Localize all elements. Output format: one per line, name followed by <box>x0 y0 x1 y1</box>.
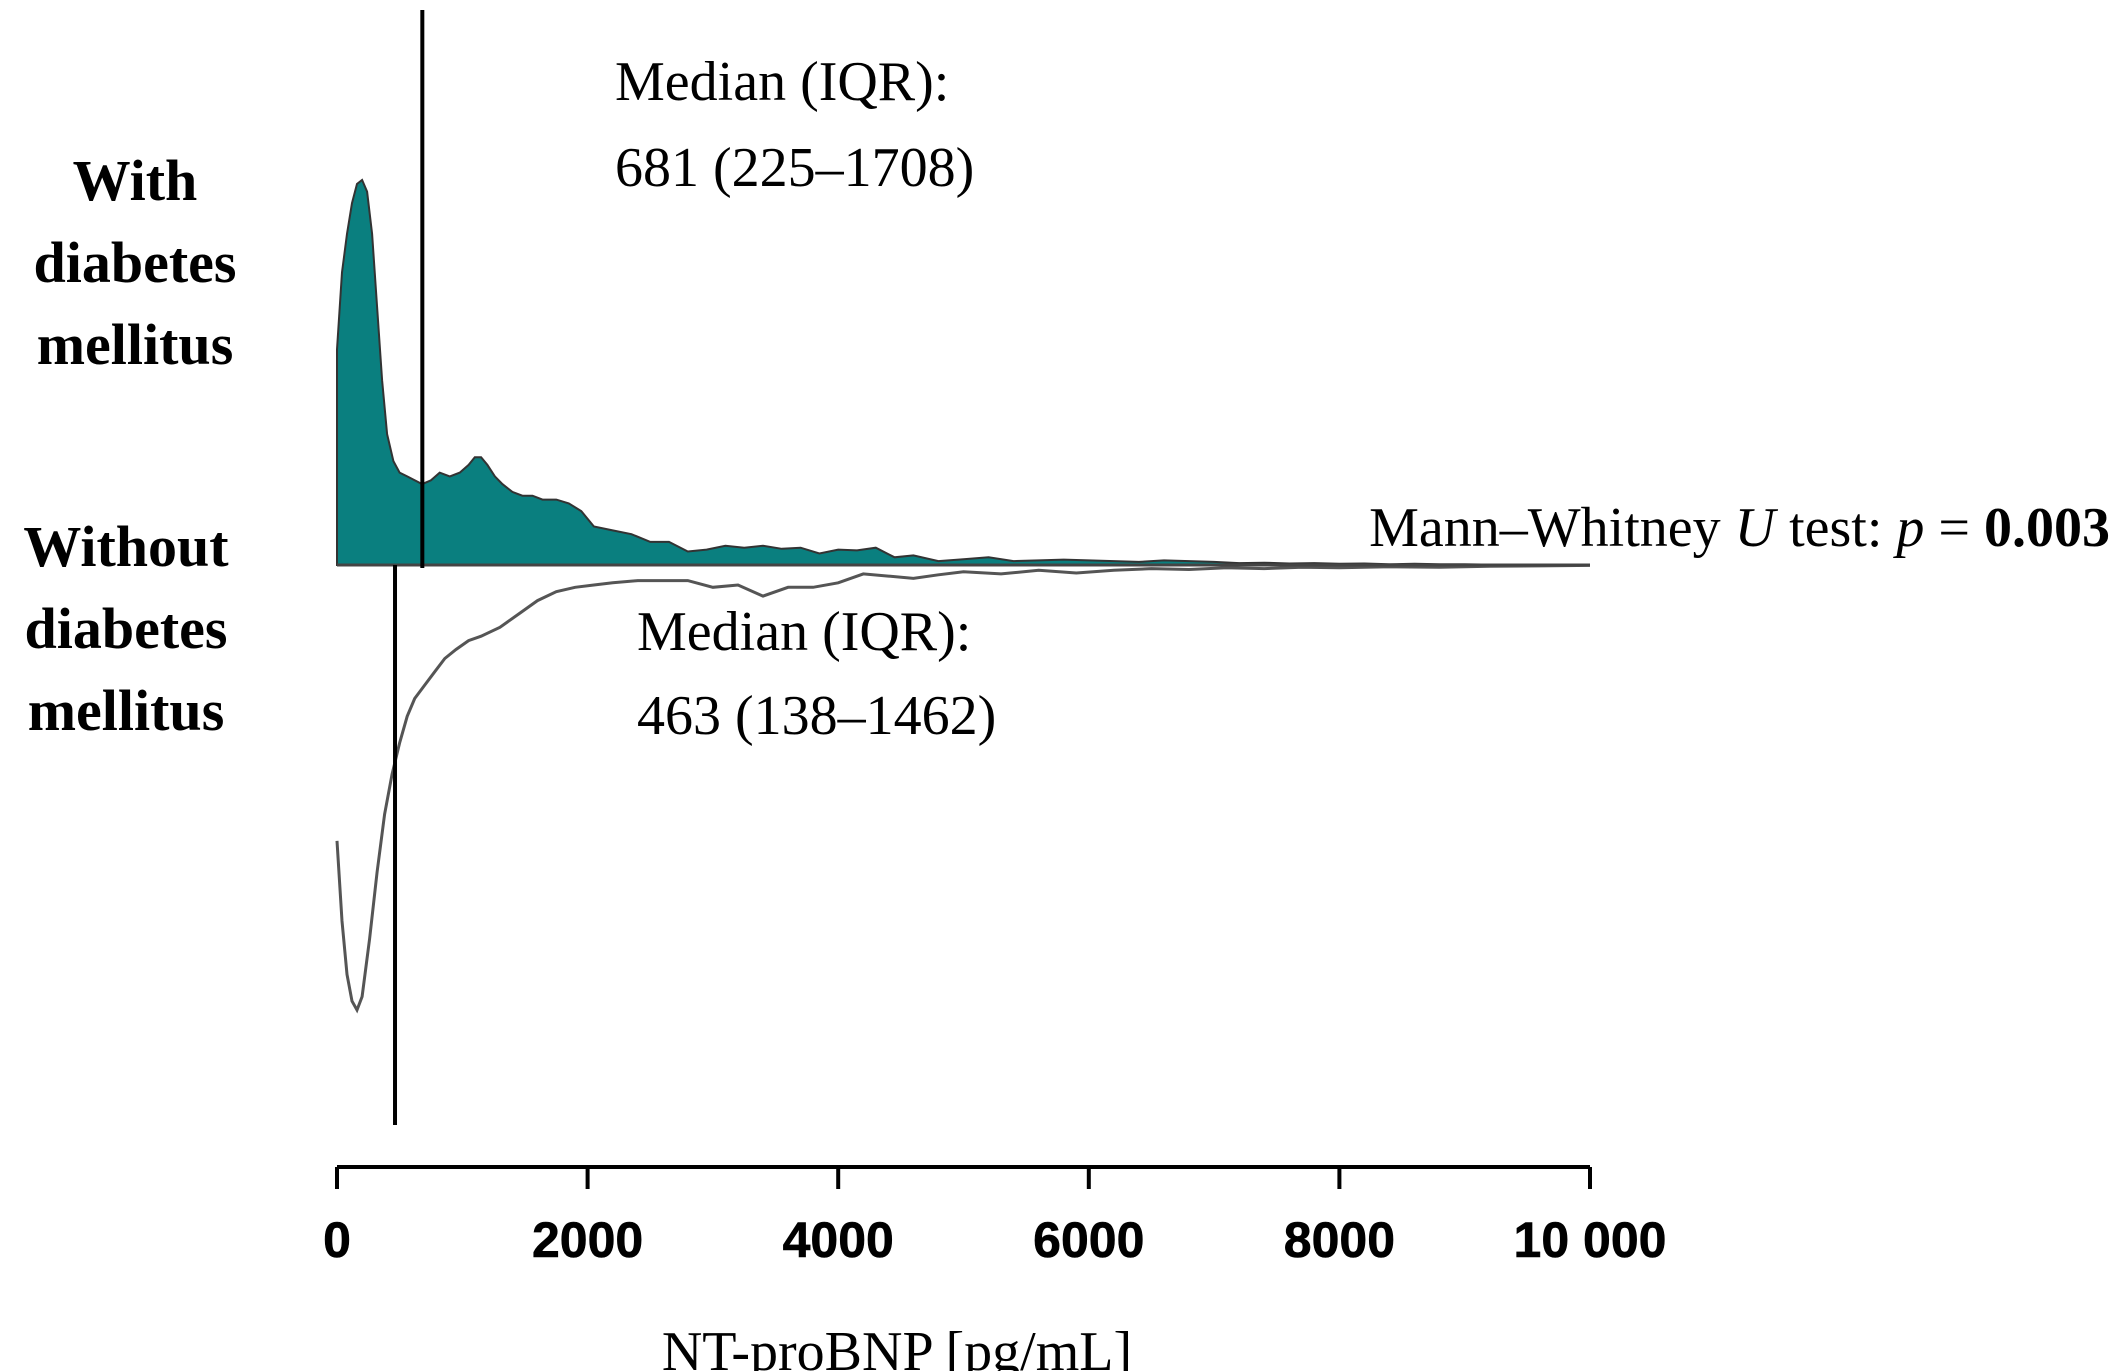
test-middle: test: <box>1775 497 1896 559</box>
group-label-without-line-1: Without <box>23 514 229 579</box>
group-label-with-line-1: With <box>73 148 198 213</box>
group-label-with-line-3: mellitus <box>37 312 234 377</box>
test-p-value: 0.003 <box>1984 497 2110 559</box>
x-tick-label-10000: 10 000 <box>1514 1212 1667 1268</box>
group-label-with: With diabetes mellitus <box>34 148 237 377</box>
density-area-with-diabetes <box>336 178 1590 566</box>
test-u-symbol: U <box>1735 497 1779 559</box>
x-axis-title: NT-proBNP [pg/mL] <box>662 1321 1132 1371</box>
x-tick-label-4000: 4000 <box>783 1212 894 1268</box>
group-label-without: Without diabetes mellitus <box>23 514 229 743</box>
x-tick-label-8000: 8000 <box>1284 1212 1395 1268</box>
test-equals: = <box>1924 497 1984 559</box>
group-label-without-line-2: diabetes <box>25 596 228 661</box>
test-p-symbol: p <box>1892 497 1924 559</box>
median-label-without-line-1: Median (IQR): <box>637 601 971 663</box>
group-label-without-line-3: mellitus <box>28 678 225 743</box>
test-prefix: Mann–Whitney <box>1369 497 1734 559</box>
median-label-without-line-2: 463 (138–1462) <box>637 685 996 747</box>
density-line-without-diabetes <box>335 563 1591 1014</box>
median-label-with-line-1: Median (IQR): <box>615 51 949 113</box>
group-label-with-line-2: diabetes <box>34 230 237 295</box>
test-annotation: Mann–Whitney U test: p = 0.003 <box>1369 497 2110 559</box>
x-tick-label-2000: 2000 <box>532 1212 643 1268</box>
x-tick-label-6000: 6000 <box>1033 1212 1144 1268</box>
median-label-with-line-2: 681 (225–1708) <box>615 137 974 199</box>
x-tick-label-0: 0 <box>323 1212 351 1268</box>
x-axis: 0 2000 4000 6000 8000 10 000 <box>323 1165 1667 1268</box>
